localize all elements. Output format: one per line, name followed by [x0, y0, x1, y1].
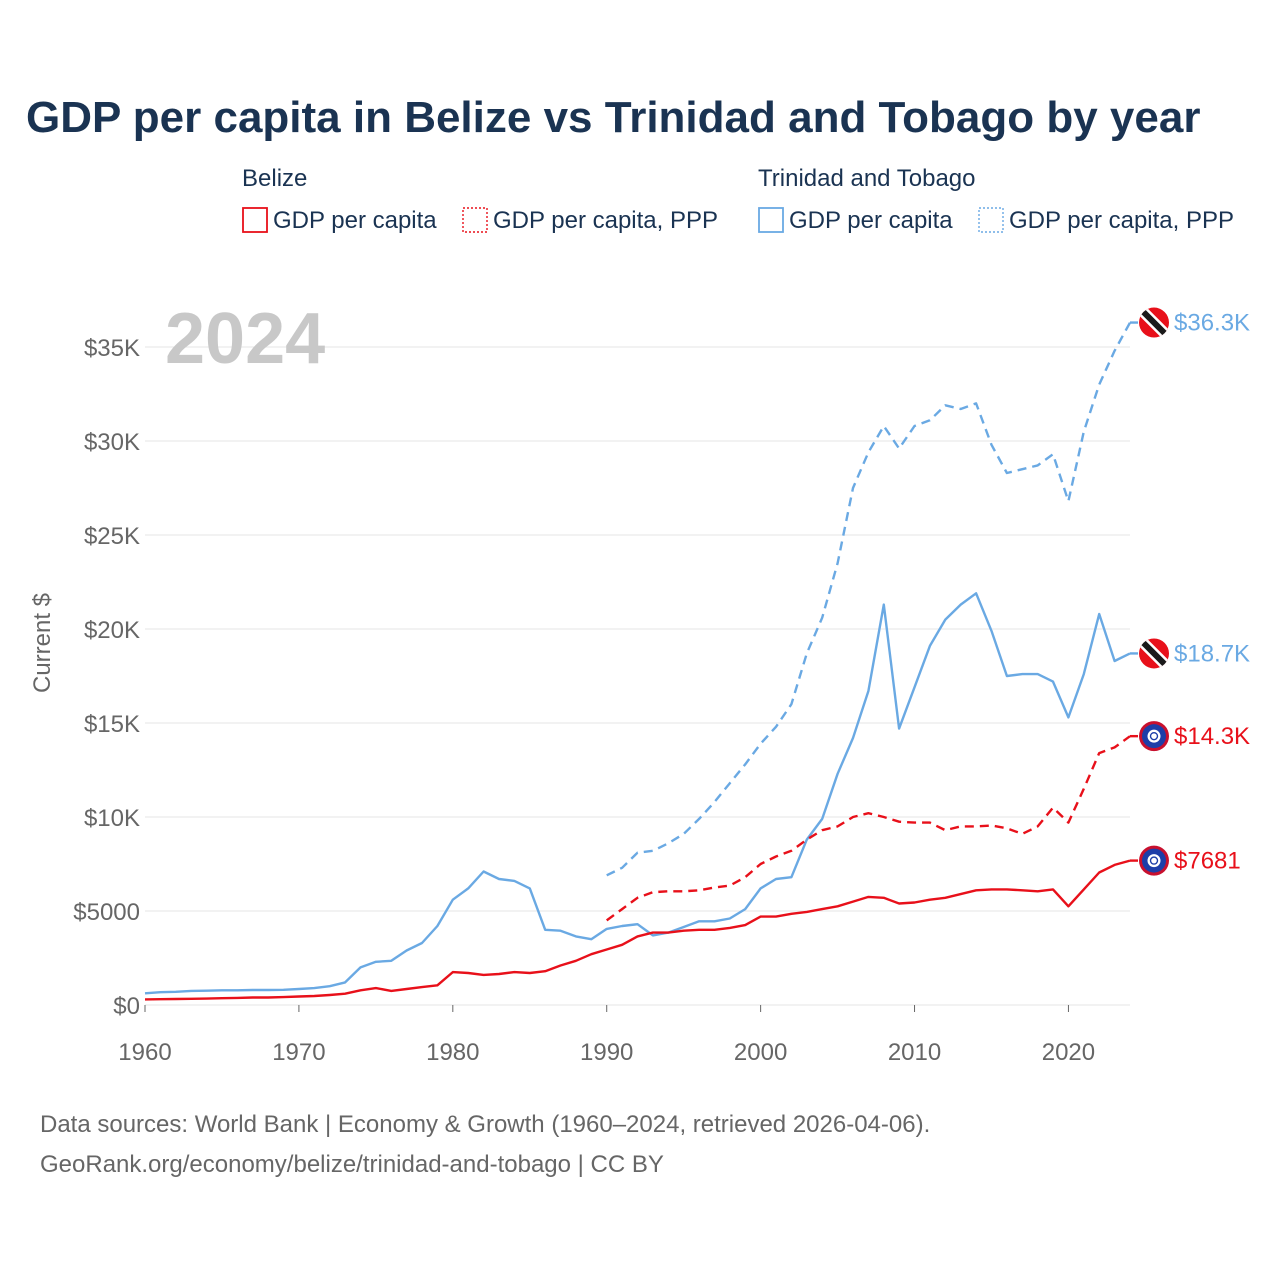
legend-entry-label: GDP per capita	[273, 207, 437, 234]
endpoint-tt_gdp: $18.7K	[1130, 638, 1250, 669]
end-value-label: $14.3K	[1174, 723, 1250, 750]
series-endpoints: $36.3K $18.7K $14.3K $7681	[1130, 307, 1250, 876]
legend-group-title: Belize	[242, 165, 307, 192]
belize-flag-icon	[1139, 721, 1169, 752]
y-tick-label: $15K	[84, 711, 140, 738]
legend-group-1: Trinidad and Tobago GDP per capita GDP per…	[758, 165, 1234, 234]
series-line-bz_gdp	[144, 859, 1131, 1001]
endpoint-bz_gdp: $7681	[1130, 845, 1241, 876]
y-tick-label: $10K	[84, 805, 140, 832]
source-line-1: Data sources: World Bank | Economy & Gro…	[40, 1111, 930, 1138]
year-watermark: 2024	[165, 299, 325, 379]
legend-swatch	[242, 207, 268, 233]
y-tick-label: $5000	[73, 899, 140, 926]
chart-title: GDP per capita in Belize vs Trinidad and…	[26, 93, 1200, 142]
legend-swatch	[462, 207, 488, 233]
series-line-tt_gdp	[144, 592, 1131, 995]
x-tick-label: 1970	[272, 1039, 325, 1066]
y-tick-label: $30K	[84, 429, 140, 456]
x-tick-label: 2010	[888, 1039, 941, 1066]
x-tick-label: 1990	[580, 1039, 633, 1066]
legend-swatch	[978, 207, 1004, 233]
trinidad-flag-icon	[1139, 638, 1169, 669]
endpoint-tt_ppp: $36.3K	[1130, 307, 1250, 338]
y-tick-label: $25K	[84, 523, 140, 550]
legend-group-title: Trinidad and Tobago	[758, 165, 976, 192]
end-value-label: $36.3K	[1174, 310, 1250, 337]
x-axis: 1960 1970 1980 1990 2000 2010 2020	[118, 1005, 1095, 1066]
legend-entry-bz_gdp: GDP per capita	[242, 207, 437, 234]
series-lines	[144, 322, 1132, 1001]
legend-entry-tt_gdp: GDP per capita	[758, 207, 953, 234]
legend-group-0: Belize GDP per capita GDP per capita, PPP	[242, 165, 718, 234]
source-line-2: GeoRank.org/economy/belize/trinidad-and-…	[40, 1151, 664, 1178]
endpoint-bz_ppp: $14.3K	[1130, 721, 1250, 752]
x-tick-label: 1980	[426, 1039, 479, 1066]
grid	[145, 346, 1130, 1006]
x-tick-label: 2020	[1042, 1039, 1095, 1066]
end-value-label: $7681	[1174, 848, 1241, 875]
x-tick-label: 2000	[734, 1039, 787, 1066]
legend-entry-label: GDP per capita, PPP	[493, 207, 718, 234]
y-axis: $0 $5000 $10K $15K $20K $25K $30K $35K	[73, 335, 140, 1020]
trinidad-flag-icon	[1139, 307, 1169, 338]
series-line-bz_ppp	[605, 735, 1131, 922]
y-axis-title: Current $	[29, 593, 56, 693]
belize-flag-icon	[1139, 845, 1169, 876]
end-value-label: $18.7K	[1174, 640, 1250, 667]
legend-entry-tt_ppp: GDP per capita, PPP	[978, 207, 1234, 234]
legend-swatch	[758, 207, 784, 233]
legend-entry-label: GDP per capita	[789, 207, 953, 234]
x-tick-label: 1960	[118, 1039, 171, 1066]
y-tick-label: $35K	[84, 335, 140, 362]
series-line-tt_ppp	[606, 322, 1132, 877]
y-tick-label: $0	[113, 993, 140, 1020]
legend-entry-bz_ppp: GDP per capita, PPP	[462, 207, 718, 234]
y-tick-label: $20K	[84, 617, 140, 644]
legend-entry-label: GDP per capita, PPP	[1009, 207, 1234, 234]
